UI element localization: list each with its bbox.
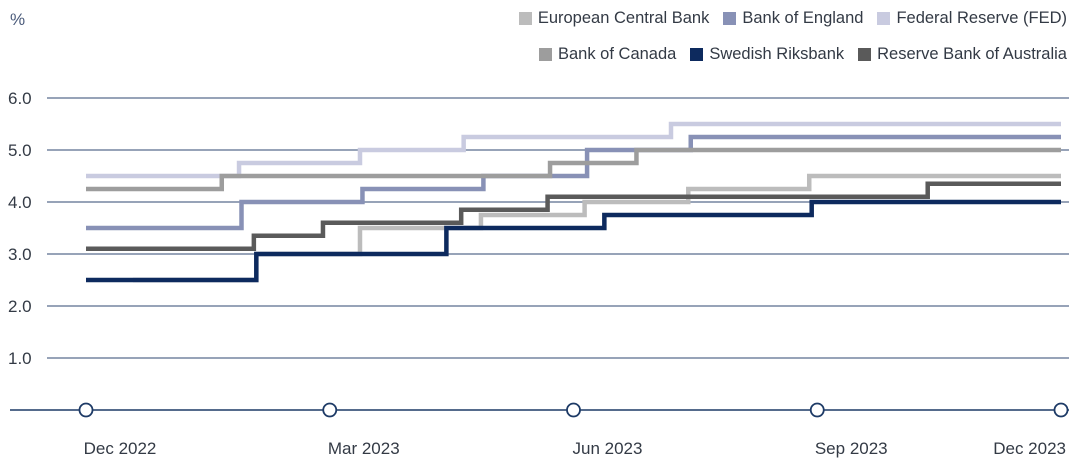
legend-swatch-boc [538,48,552,61]
x-tick-label: Dec 2023 [993,439,1066,458]
legend-swatch-fed [877,12,891,25]
series-line [86,147,1061,192]
legend-row-1: European Central Bank Bank of England Fe… [518,9,1067,28]
x-axis-marker [809,402,825,418]
legend-item-riksbank: Swedish Riksbank [690,45,844,64]
x-axis-marker [78,402,94,418]
legend-label-rba: Reserve Bank of Australia [877,45,1067,63]
y-tick-label: 3.0 [8,245,32,264]
y-tick-label: 6.0 [8,89,32,108]
legend-item-fed: Federal Reserve (FED) [877,9,1067,28]
legend-swatch-ecb [518,12,532,25]
x-axis-marker [322,402,338,418]
y-axis-unit: % [10,10,26,29]
legend-label-ecb: European Central Bank [537,9,710,27]
x-axis-marker [566,402,581,418]
y-tick-label: 4.0 [8,193,32,212]
legend-label-boe: Bank of England [742,9,864,27]
x-tick-label: Dec 2022 [84,439,157,458]
x-tick-label: Mar 2023 [328,439,400,458]
legend-swatch-riksbank [690,48,704,61]
x-axis-marker [1053,402,1069,418]
series-line [86,199,1061,283]
legend-label-fed: Federal Reserve (FED) [896,9,1067,27]
legend-item-rba: Reserve Bank of Australia [858,45,1067,64]
legend-label-riksbank: Swedish Riksbank [709,45,845,63]
y-tick-label: 2.0 [8,297,32,316]
y-tick-label: 1.0 [8,349,32,368]
series-line [86,121,1061,179]
legend-swatch-rba [858,48,872,61]
series-line [86,181,1061,252]
x-tick-label: Sep 2023 [815,439,888,458]
legend-row-2: Bank of Canada Swedish Riksbank Reserve … [538,45,1067,64]
legend-item-boc: Bank of Canada [538,45,677,64]
legend-item-ecb: European Central Bank [518,9,710,28]
legend-label-boc: Bank of Canada [557,45,677,63]
x-tick-label: Jun 2023 [573,439,643,458]
legend-swatch-boe [723,12,737,25]
legend-item-boe: Bank of England [723,9,863,28]
y-tick-label: 5.0 [8,141,32,160]
